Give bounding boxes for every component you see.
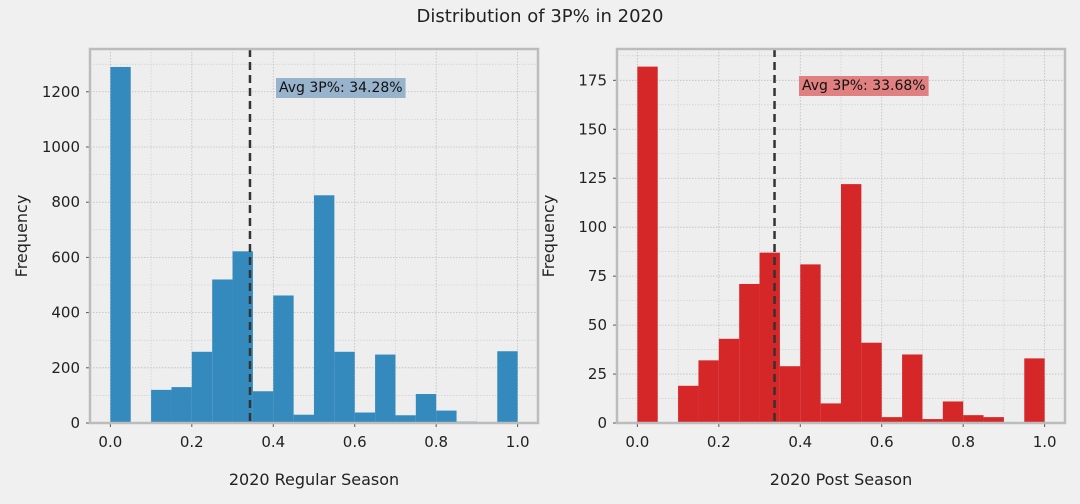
y-tick-label: 600	[51, 248, 80, 266]
y-tick-label: 0	[597, 414, 607, 432]
histogram-bar	[678, 385, 699, 423]
x-tick-label: 0.6	[343, 433, 367, 451]
histogram-bar	[395, 415, 416, 423]
histogram-bar	[759, 252, 780, 423]
histogram-bar	[171, 387, 192, 423]
histogram-bar	[252, 391, 274, 423]
histogram-bar	[415, 394, 437, 423]
histogram-bar	[375, 354, 396, 423]
y-tick-label: 150	[578, 120, 607, 138]
histogram-bar	[151, 389, 172, 423]
plot-frame	[88, 47, 540, 425]
histogram-bar	[820, 403, 841, 423]
y-tick-label: 1000	[42, 138, 80, 156]
x-tick-label: 0.8	[951, 433, 975, 451]
x-tick-label: 0.4	[261, 433, 285, 451]
histogram-bar	[293, 414, 314, 423]
y-axis-label: Frequency	[539, 195, 558, 278]
histogram-bar	[273, 295, 294, 423]
x-tick-label: 0.0	[625, 433, 649, 451]
average-annotation: Avg 3P%: 33.68%	[799, 76, 929, 96]
x-tick-label: 0.0	[98, 433, 122, 451]
average-annotation: Avg 3P%: 34.28%	[276, 78, 406, 98]
histogram-bar	[314, 195, 335, 423]
histogram-bar	[902, 354, 923, 423]
average-annotation-box	[276, 78, 406, 98]
x-tick-label: 1.0	[1033, 433, 1057, 451]
histogram-bar	[739, 283, 760, 423]
histogram-bar	[779, 366, 801, 423]
y-tick-label: 100	[578, 218, 607, 236]
histogram-bar	[861, 342, 882, 423]
figure-title: Distribution of 3P% in 2020	[416, 6, 664, 27]
histogram-bar	[110, 66, 131, 424]
histogram-bar	[232, 251, 253, 423]
histogram-bar	[983, 417, 1004, 423]
histogram-bar	[637, 66, 658, 423]
x-tick-label: 0.2	[180, 433, 204, 451]
x-axis-label: 2020 Post Season	[770, 470, 912, 489]
plot-frame	[615, 47, 1067, 425]
histogram-bar	[718, 338, 740, 423]
histogram-bar	[191, 351, 213, 423]
histogram-bar	[942, 401, 964, 423]
y-tick-label: 800	[51, 193, 80, 211]
x-axis-label: 2020 Regular Season	[229, 470, 399, 489]
y-tick-label: 0	[70, 414, 80, 432]
y-axis-label: Frequency	[12, 195, 31, 278]
histogram-bar	[698, 360, 719, 423]
histogram-bar	[212, 279, 233, 423]
histogram-bar	[800, 264, 821, 423]
y-tick-label: 175	[578, 71, 607, 89]
histogram-bar	[841, 184, 862, 423]
x-tick-label: 0.4	[788, 433, 812, 451]
histogram-bar	[922, 419, 943, 423]
y-tick-label: 125	[578, 169, 607, 187]
regular-season-histogram: 0.0 0.2 0.4 0.6 0.8 1.0 0 200 400 600 800 1000 1200 A…	[12, 47, 540, 489]
x-tick-label: 0.6	[870, 433, 894, 451]
histogram-bar	[354, 412, 376, 423]
post-season-histogram: 0.0 0.2 0.4 0.6 0.8 1.0 0 25 50 75 100 125 150 175 Avg…	[539, 47, 1067, 489]
x-tick-label: 1.0	[506, 433, 530, 451]
histogram-bar	[881, 417, 903, 423]
average-annotation-text: Avg 3P%: 33.68%	[802, 78, 926, 94]
average-annotation-box	[799, 76, 929, 96]
y-tick-label: 200	[51, 359, 80, 377]
histogram-bar	[497, 351, 518, 423]
histogram-bar	[1024, 358, 1045, 423]
y-tick-label: 400	[51, 304, 80, 322]
y-tick-label: 25	[588, 365, 607, 383]
histogram-bar	[963, 415, 984, 423]
x-tick-label: 0.2	[707, 433, 731, 451]
y-tick-label: 50	[588, 316, 607, 334]
y-tick-label: 1200	[42, 83, 80, 101]
y-tick-label: 75	[588, 267, 607, 285]
histogram-bar	[436, 410, 457, 423]
histogram-bar	[334, 351, 355, 423]
x-tick-label: 0.8	[424, 433, 448, 451]
average-annotation-text: Avg 3P%: 34.28%	[279, 80, 403, 96]
